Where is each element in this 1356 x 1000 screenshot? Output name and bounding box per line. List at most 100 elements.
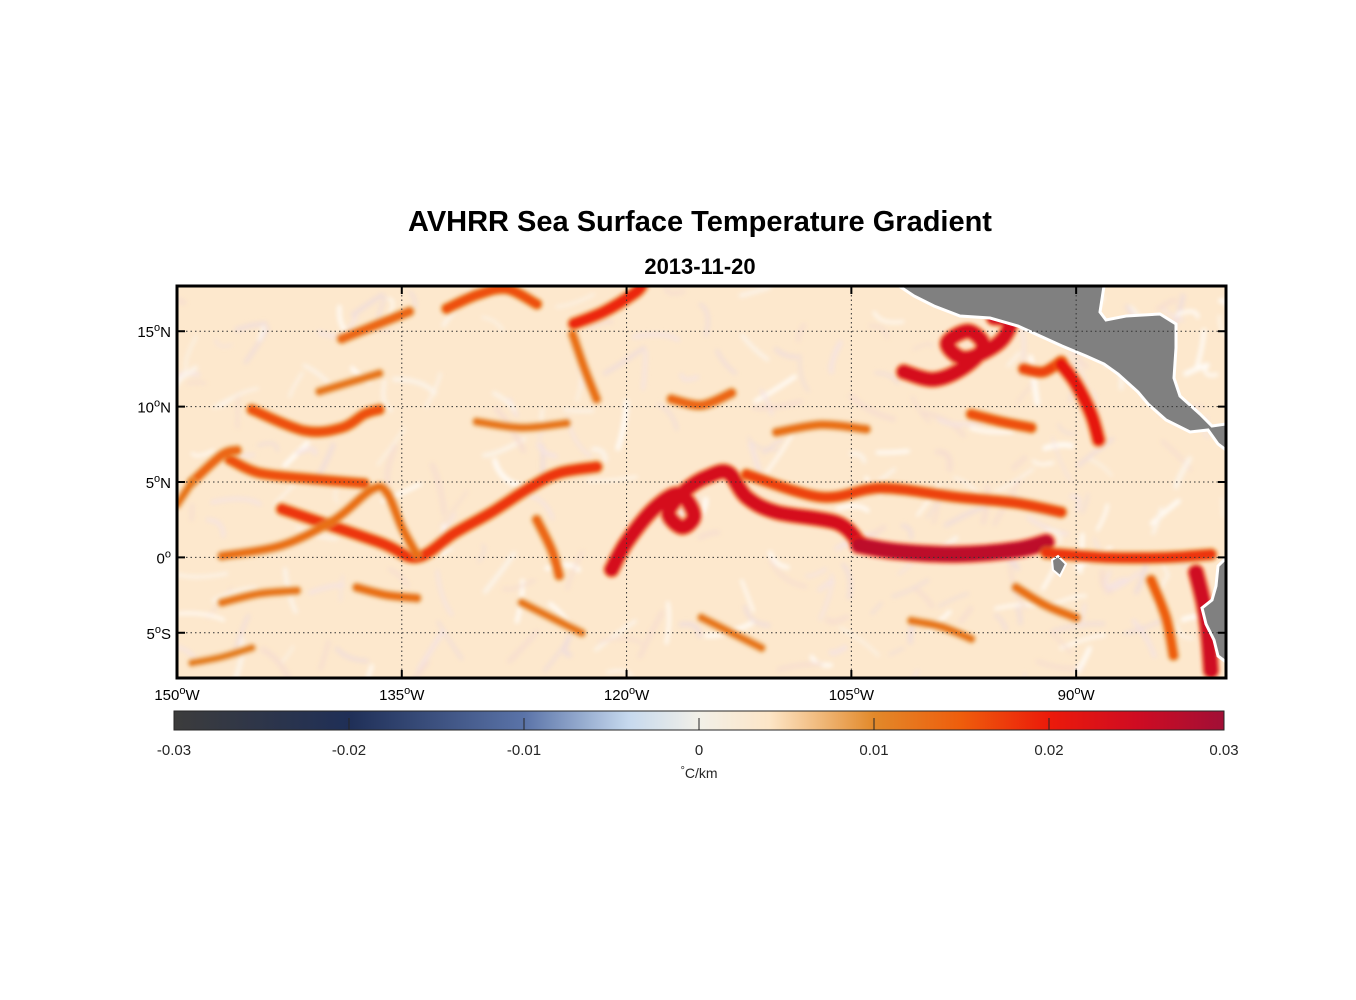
colorbar-unit-label: °C/km	[680, 765, 717, 781]
texture-streak	[994, 613, 1008, 632]
texture-streak	[1079, 603, 1087, 628]
texture-streak	[1096, 503, 1109, 532]
texture-streak	[637, 610, 665, 659]
texture-streak	[765, 432, 794, 474]
texture-streak	[308, 583, 345, 595]
lat-label-5N: 5oN	[146, 473, 171, 492]
texture-streak	[679, 372, 700, 382]
texture-streak	[769, 558, 808, 589]
texture-streak	[412, 660, 430, 678]
texture-streak	[1023, 672, 1027, 678]
texture-streak	[912, 342, 934, 351]
texture-streak	[1161, 439, 1192, 472]
texture-streak	[1068, 494, 1082, 512]
texture-streak	[740, 579, 755, 613]
texture-streak	[339, 574, 344, 603]
texture-streak	[184, 335, 198, 370]
texture-streak	[335, 646, 369, 663]
front-core-30	[773, 421, 870, 436]
lon-label-105W-value: 105	[829, 687, 854, 704]
front-core-7	[851, 535, 1054, 562]
front-core-24	[518, 599, 585, 636]
texture-streak	[1149, 498, 1181, 526]
degree-symbol: o	[155, 624, 161, 636]
texture-streak	[828, 645, 848, 656]
front-core-28	[1012, 584, 1080, 621]
texture-streak	[958, 605, 973, 624]
texture-streak	[477, 544, 486, 564]
texture-streak	[868, 324, 889, 339]
texture-streak	[752, 399, 803, 411]
texture-streak	[678, 621, 703, 639]
texture-streak	[605, 669, 633, 678]
texture-streak	[177, 365, 199, 384]
texture-streak	[416, 629, 445, 673]
texture-streak	[874, 371, 900, 385]
lat-label-15N-hemisphere: N	[160, 324, 171, 341]
texture-streak	[907, 622, 915, 645]
colorbar-tick-label: -0.02	[332, 742, 366, 759]
lon-label-120W-hemisphere: W	[635, 687, 650, 704]
front-core-31	[473, 418, 570, 431]
texture-streak	[935, 449, 953, 472]
texture-streak	[777, 662, 823, 672]
texture-streak	[870, 601, 883, 615]
lon-label-150W: 150oW	[154, 685, 200, 704]
texture-streak	[932, 499, 939, 525]
texture-streak	[818, 573, 834, 621]
longitude-labels: 150oW 135oW 120oW 105oW 90oW	[154, 685, 1095, 704]
texture-streak	[502, 578, 536, 591]
texture-streak	[888, 647, 905, 656]
texture-streak	[839, 626, 880, 657]
lon-label-90W-hemisphere: W	[1080, 687, 1095, 704]
front-core-1	[218, 483, 421, 560]
texture-streak	[435, 569, 454, 617]
texture-streak	[900, 524, 914, 540]
front-core-23	[353, 584, 421, 602]
texture-streak	[835, 504, 870, 513]
axis-ticks	[176, 286, 1226, 678]
lon-label-150W-hemisphere: W	[185, 687, 200, 704]
lat-label-10N-hemisphere: N	[160, 400, 171, 417]
degree-symbol: o	[629, 685, 635, 697]
unit-text: C/km	[685, 765, 718, 781]
colorbar: -0.03 -0.02 -0.01 0 0.01 0.02 0.03 °C/km	[157, 710, 1239, 781]
texture-streak	[615, 399, 629, 451]
lat-label-10N-value: 10	[137, 400, 154, 417]
front-core-12	[897, 311, 1017, 386]
texture-streak	[774, 347, 799, 360]
texture-streak	[1151, 506, 1164, 535]
texture-streak	[1031, 459, 1055, 466]
texture-streak	[937, 592, 970, 608]
texture-streak	[1051, 436, 1072, 482]
texture-streak	[753, 374, 797, 404]
texture-streak	[969, 426, 1014, 434]
texture-streak	[234, 321, 268, 332]
texture-streak	[1099, 569, 1114, 594]
texture-streak	[1076, 437, 1115, 468]
lon-label-105W: 105oW	[829, 685, 875, 704]
lon-label-150W-value: 150	[154, 687, 179, 704]
texture-streak	[318, 639, 331, 671]
texture-streak	[296, 446, 318, 456]
texture-streak	[602, 345, 646, 376]
texture-streak	[1057, 423, 1076, 435]
front-core-27	[908, 617, 975, 642]
texture-streak	[1106, 577, 1129, 591]
lat-label-5S-hemisphere: S	[161, 626, 171, 643]
texture-streak	[1049, 630, 1073, 654]
front-core-21	[667, 389, 736, 409]
texture-streak	[697, 530, 720, 540]
texture-streak	[897, 562, 913, 576]
texture-streak	[768, 550, 790, 570]
texture-streak	[482, 551, 517, 594]
texture-streak	[586, 319, 613, 330]
front-core-18	[338, 308, 413, 343]
texture-streak	[1218, 298, 1226, 306]
front-core-6	[605, 465, 866, 576]
texture-streak	[632, 332, 681, 342]
lat-label-5S-value: 5	[147, 626, 155, 643]
